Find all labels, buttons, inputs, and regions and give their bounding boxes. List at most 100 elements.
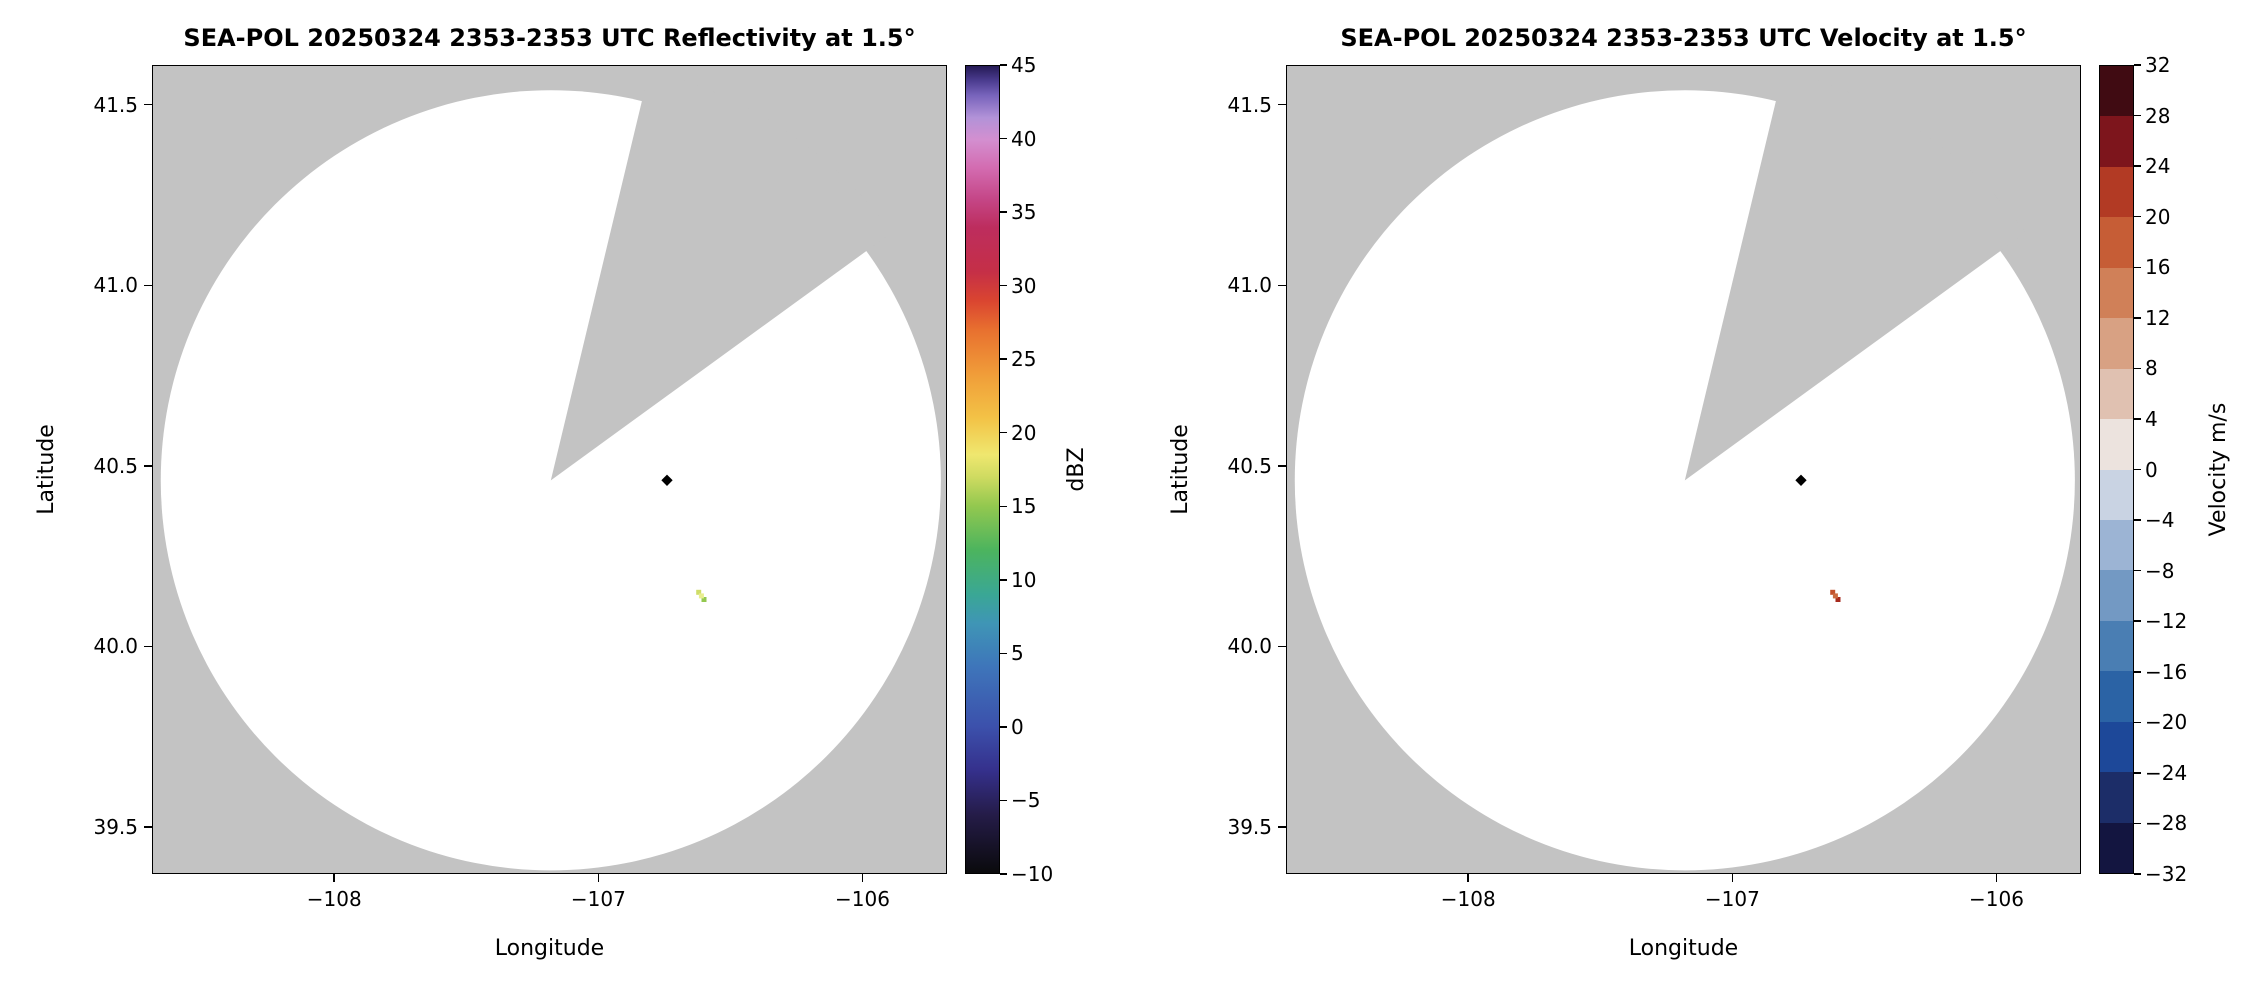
plot-border [1286, 65, 2081, 874]
colorbar-tick-label: 0 [2145, 457, 2158, 482]
colorbar-tick-label: 30 [1011, 273, 1037, 298]
reflectivity-plot-area [152, 65, 947, 874]
colorbar-tick-mark [2134, 772, 2141, 774]
colorbar-segment [2100, 772, 2133, 823]
colorbar-tick-label: 32 [2145, 53, 2171, 77]
x-tick-label: −107 [1704, 887, 1760, 911]
colorbar-tick-label: −5 [1011, 788, 1041, 813]
colorbar-tick-mark [2134, 873, 2141, 875]
data-point-pixel [698, 593, 704, 599]
reflectivity-colorbar [965, 65, 1000, 874]
x-tick-label: −108 [306, 887, 362, 911]
colorbar-segment [2100, 318, 2133, 369]
colorbar-tick-mark [1000, 358, 1007, 360]
y-tick-mark [1278, 645, 1286, 648]
colorbar-tick-mark [2134, 620, 2141, 622]
colorbar-tick-mark [1000, 431, 1007, 434]
velocity-plot-area [1286, 65, 2081, 874]
data-point-pixel [701, 597, 707, 602]
x-tick-mark [333, 874, 335, 882]
colorbar-tick-mark [1000, 211, 1007, 213]
colorbar-tick-mark [2134, 418, 2141, 420]
colorbar-tick-label: 15 [1011, 494, 1037, 519]
data-point-diamond [1795, 474, 1807, 486]
colorbar-segment [2100, 116, 2133, 167]
colorbar-tick-mark [2134, 266, 2141, 268]
colorbar-tick-mark [1000, 64, 1007, 66]
plot-border [152, 65, 947, 874]
colorbar-tick-label: −12 [2145, 609, 2188, 634]
colorbar-tick-label: 45 [1011, 53, 1037, 77]
colorbar-tick-mark [1000, 137, 1007, 140]
x-tick-mark [597, 874, 600, 882]
colorbar-segment [2100, 721, 2133, 773]
colorbar-segment [2100, 66, 2133, 117]
colorbar-tick-mark [2134, 468, 2141, 471]
y-tick-label: 40.0 [93, 634, 138, 659]
colorbar-tick-label: 5 [1011, 641, 1024, 666]
y-tick-label: 40.5 [1227, 453, 1272, 478]
y-tick-mark [1278, 284, 1286, 287]
colorbar-tick-mark [1000, 873, 1007, 875]
x-tick-mark [1731, 874, 1734, 882]
colorbar-tick-label: −10 [1011, 862, 1054, 886]
x-tick-label: −106 [1969, 887, 2024, 911]
colorbar-segment [2100, 368, 2133, 420]
colorbar-segment [2100, 519, 2133, 571]
reflectivity-x-axis-label: Longitude [494, 936, 605, 961]
colorbar-tick-label: −20 [2145, 710, 2188, 735]
reflectivity-colorbar-label: dBZ [1064, 447, 1089, 492]
x-tick-label: −106 [835, 887, 890, 911]
colorbar-tick-label: 0 [1011, 714, 1024, 739]
colorbar-segment [2100, 166, 2133, 218]
colorbar-segment [2100, 419, 2133, 470]
y-tick-mark [1278, 465, 1286, 467]
colorbar-segment [2100, 217, 2133, 268]
colorbar-tick-mark [2134, 569, 2141, 572]
colorbar-tick-label: 35 [1011, 200, 1037, 225]
x-tick-label: −108 [1440, 887, 1496, 911]
colorbar-tick-label: −4 [2145, 508, 2175, 533]
y-tick-mark [1278, 103, 1286, 106]
colorbar-tick-mark [2134, 114, 2141, 117]
colorbar-tick-mark [2134, 165, 2141, 167]
colorbar-tick-mark [1000, 652, 1007, 655]
colorbar-tick-mark [1000, 284, 1007, 287]
colorbar-segment [2100, 570, 2133, 621]
colorbar-tick-mark [2134, 519, 2141, 521]
velocity-colorbar [2099, 65, 2134, 874]
colorbar-tick-mark [2134, 367, 2141, 370]
x-tick-mark [1467, 874, 1469, 882]
y-tick-mark [144, 284, 152, 287]
colorbar-segment [2100, 620, 2133, 672]
y-tick-label: 40.5 [93, 453, 138, 478]
y-tick-label: 39.5 [1227, 815, 1272, 840]
colorbar-tick-mark [1000, 726, 1007, 728]
colorbar-tick-label: −24 [2145, 760, 2188, 785]
colorbar-tick-mark [1000, 799, 1007, 802]
colorbar-tick-mark [2134, 721, 2141, 724]
colorbar-tick-label: −8 [2145, 558, 2175, 583]
data-point-pixel [696, 589, 702, 595]
colorbar-segment [2100, 671, 2133, 722]
y-tick-mark [144, 645, 152, 648]
y-tick-label: 41.5 [93, 92, 138, 117]
y-tick-mark [144, 103, 152, 106]
y-tick-label: 41.5 [1227, 92, 1272, 117]
colorbar-segment [2100, 469, 2133, 520]
colorbar-segment [2100, 267, 2133, 319]
y-tick-mark [1278, 826, 1286, 828]
colorbar-segment [2100, 822, 2133, 873]
colorbar-tick-mark [2134, 215, 2141, 218]
x-tick-mark [861, 874, 864, 882]
data-point-pixel [1830, 589, 1836, 595]
y-tick-mark [144, 465, 152, 467]
colorbar-tick-label: −28 [2145, 811, 2188, 836]
y-tick-label: 41.0 [93, 273, 138, 298]
colorbar-tick-label: 40 [1011, 126, 1037, 151]
colorbar-tick-mark [2134, 64, 2141, 66]
colorbar-tick-label: 25 [1011, 347, 1037, 372]
colorbar-tick-label: 24 [2145, 154, 2171, 179]
colorbar-tick-mark [1000, 579, 1007, 581]
blocked-sector-wedge [550, 70, 892, 481]
